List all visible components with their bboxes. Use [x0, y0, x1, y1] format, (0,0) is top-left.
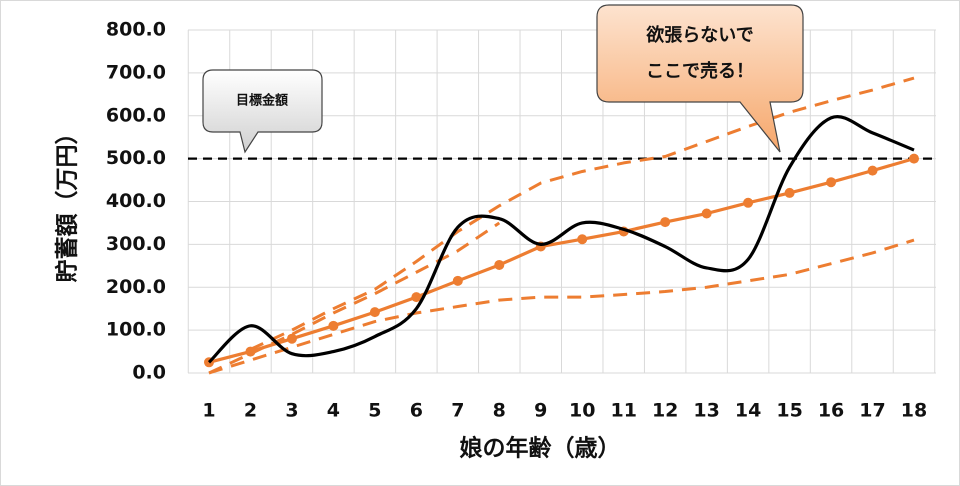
- y-tick-label: 500.0: [106, 147, 166, 169]
- point: [245, 346, 256, 357]
- y-tick-label: 200.0: [106, 276, 166, 298]
- y-tick-label: 300.0: [106, 233, 166, 255]
- trend-line: [208, 238, 915, 375]
- x-tick-label: 6: [410, 400, 423, 422]
- x-axis-title: 娘の年齢（歳）: [460, 435, 621, 462]
- y-axis-title: 貯蓄額（万円）: [54, 122, 81, 283]
- y-tick-label: 0.0: [132, 362, 166, 384]
- x-tick-label: 1: [202, 400, 215, 422]
- point: [577, 234, 588, 245]
- point: [452, 275, 463, 286]
- x-tick-label: 13: [693, 400, 719, 422]
- point: [411, 292, 422, 303]
- x-tick-label: 14: [735, 400, 761, 422]
- grid: 0.0 100.0 200.0 300.0 400.0 500.0 600.0 700.0 80…: [106, 19, 936, 422]
- x-tick-label: 11: [610, 400, 636, 422]
- x-tick-label: 15: [776, 400, 802, 422]
- point: [743, 197, 754, 208]
- marks: [188, 76, 936, 375]
- x-tick-label: 7: [451, 400, 464, 422]
- point: [701, 208, 712, 219]
- x-tick-label: 17: [859, 400, 885, 422]
- point: [494, 259, 505, 270]
- x-tick-label: 18: [901, 400, 927, 422]
- x-tick-label: 3: [285, 400, 298, 422]
- trend-line: [249, 76, 915, 351]
- callout-text: 目標金額: [236, 93, 288, 109]
- point: [369, 307, 380, 318]
- point: [660, 217, 671, 228]
- series-line: [208, 157, 915, 364]
- series-line: [207, 115, 915, 364]
- x-tick-label: 8: [493, 400, 506, 422]
- point: [286, 333, 297, 344]
- x-tick-label: 5: [368, 400, 381, 422]
- y-tick-label: 800.0: [106, 19, 166, 41]
- point: [909, 153, 919, 164]
- callout-text: ここで売る！: [646, 60, 754, 82]
- point: [867, 165, 878, 176]
- x-tick-label: 16: [818, 400, 844, 422]
- callout-box: [596, 4, 804, 153]
- point: [784, 187, 795, 198]
- x-tick-label: 10: [569, 400, 595, 422]
- x-tick-label: 4: [327, 400, 340, 422]
- callout-box: [202, 69, 323, 154]
- x-tick-label: 9: [534, 400, 547, 422]
- y-tick-label: 600.0: [106, 104, 166, 126]
- x-tick-label: 2: [244, 400, 257, 422]
- y-tick-label: 100.0: [106, 319, 166, 341]
- x-tick-label: 12: [652, 400, 678, 422]
- y-tick-label: 700.0: [106, 61, 166, 83]
- y-tick-label: 400.0: [106, 190, 166, 212]
- point: [328, 320, 339, 331]
- point: [826, 177, 837, 188]
- callout-text: 欲張らないで: [645, 24, 753, 46]
